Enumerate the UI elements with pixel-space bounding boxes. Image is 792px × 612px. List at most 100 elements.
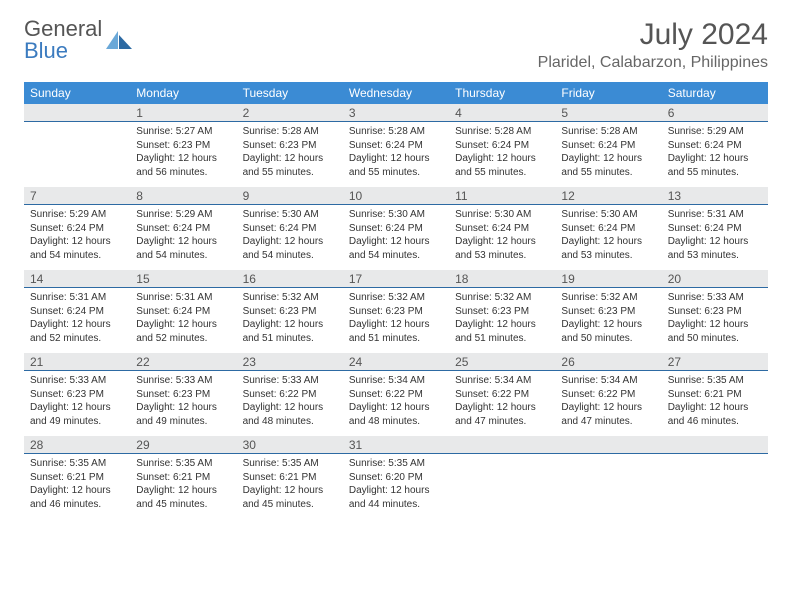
day-sunset: Sunset: 6:23 PM [243, 305, 337, 319]
day-number: 12 [555, 187, 661, 205]
day-sunrise: Sunrise: 5:33 AM [668, 291, 762, 305]
day-sunset: Sunset: 6:24 PM [30, 222, 124, 236]
day-cell [24, 104, 130, 187]
day-content: Sunrise: 5:29 AMSunset: 6:24 PMDaylight:… [130, 205, 236, 270]
day-daylight2: and 51 minutes. [349, 332, 443, 346]
day-content: Sunrise: 5:27 AMSunset: 6:23 PMDaylight:… [130, 122, 236, 187]
day-sunrise: Sunrise: 5:33 AM [243, 374, 337, 388]
day-sunrise: Sunrise: 5:35 AM [30, 457, 124, 471]
day-cell: 30Sunrise: 5:35 AMSunset: 6:21 PMDayligh… [237, 436, 343, 519]
day-cell: 6Sunrise: 5:29 AMSunset: 6:24 PMDaylight… [662, 104, 768, 187]
dow-sunday: Sunday [24, 82, 130, 104]
day-number: 13 [662, 187, 768, 205]
day-daylight1: Daylight: 12 hours [668, 401, 762, 415]
day-content: Sunrise: 5:33 AMSunset: 6:23 PMDaylight:… [130, 371, 236, 436]
day-sunrise: Sunrise: 5:34 AM [349, 374, 443, 388]
day-number: 20 [662, 270, 768, 288]
day-sunset: Sunset: 6:24 PM [561, 139, 655, 153]
day-cell: 17Sunrise: 5:32 AMSunset: 6:23 PMDayligh… [343, 270, 449, 353]
day-number [449, 436, 555, 454]
day-sunrise: Sunrise: 5:35 AM [668, 374, 762, 388]
day-sunset: Sunset: 6:22 PM [243, 388, 337, 402]
day-content: Sunrise: 5:35 AMSunset: 6:21 PMDaylight:… [24, 454, 130, 519]
day-daylight2: and 53 minutes. [561, 249, 655, 263]
day-sunset: Sunset: 6:23 PM [561, 305, 655, 319]
day-cell: 20Sunrise: 5:33 AMSunset: 6:23 PMDayligh… [662, 270, 768, 353]
day-daylight2: and 46 minutes. [30, 498, 124, 512]
day-content: Sunrise: 5:28 AMSunset: 6:24 PMDaylight:… [555, 122, 661, 187]
day-daylight2: and 53 minutes. [668, 249, 762, 263]
day-daylight1: Daylight: 12 hours [30, 401, 124, 415]
day-sunrise: Sunrise: 5:35 AM [349, 457, 443, 471]
day-sunset: Sunset: 6:24 PM [455, 139, 549, 153]
day-daylight2: and 50 minutes. [668, 332, 762, 346]
day-daylight1: Daylight: 12 hours [349, 235, 443, 249]
day-cell: 27Sunrise: 5:35 AMSunset: 6:21 PMDayligh… [662, 353, 768, 436]
day-daylight1: Daylight: 12 hours [455, 318, 549, 332]
day-number [662, 436, 768, 454]
day-sunrise: Sunrise: 5:28 AM [243, 125, 337, 139]
day-content: Sunrise: 5:35 AMSunset: 6:21 PMDaylight:… [662, 371, 768, 436]
day-sunrise: Sunrise: 5:32 AM [455, 291, 549, 305]
week-row: 7Sunrise: 5:29 AMSunset: 6:24 PMDaylight… [24, 187, 768, 270]
logo-word2: Blue [24, 38, 68, 63]
day-number: 18 [449, 270, 555, 288]
day-daylight2: and 56 minutes. [136, 166, 230, 180]
day-daylight1: Daylight: 12 hours [30, 235, 124, 249]
day-content: Sunrise: 5:31 AMSunset: 6:24 PMDaylight:… [662, 205, 768, 270]
day-daylight1: Daylight: 12 hours [349, 401, 443, 415]
day-sunset: Sunset: 6:21 PM [243, 471, 337, 485]
day-content: Sunrise: 5:31 AMSunset: 6:24 PMDaylight:… [24, 288, 130, 353]
day-daylight2: and 45 minutes. [243, 498, 337, 512]
day-daylight2: and 48 minutes. [349, 415, 443, 429]
day-sunrise: Sunrise: 5:31 AM [668, 208, 762, 222]
day-daylight1: Daylight: 12 hours [668, 152, 762, 166]
title-block: July 2024 Plaridel, Calabarzon, Philippi… [538, 18, 768, 72]
day-content: Sunrise: 5:28 AMSunset: 6:24 PMDaylight:… [449, 122, 555, 187]
day-number: 6 [662, 104, 768, 122]
day-cell: 18 Sunrise: 5:32 AMSunset: 6:23 PMDayligh… [449, 270, 555, 353]
day-sunrise: Sunrise: 5:29 AM [668, 125, 762, 139]
day-number: 2 [237, 104, 343, 122]
day-number: 19 [555, 270, 661, 288]
day-cell: 19Sunrise: 5:32 AMSunset: 6:23 PMDayligh… [555, 270, 661, 353]
day-content: Sunrise: 5:29 AMSunset: 6:24 PMDaylight:… [24, 205, 130, 270]
calendar-body: 1Sunrise: 5:27 AMSunset: 6:23 PMDaylight… [24, 104, 768, 519]
day-sunset: Sunset: 6:21 PM [136, 471, 230, 485]
day-cell [449, 436, 555, 519]
day-sunset: Sunset: 6:23 PM [136, 139, 230, 153]
day-content: Sunrise: 5:30 AMSunset: 6:24 PMDaylight:… [449, 205, 555, 270]
day-sunrise: Sunrise: 5:31 AM [136, 291, 230, 305]
day-daylight2: and 52 minutes. [30, 332, 124, 346]
day-sunset: Sunset: 6:21 PM [30, 471, 124, 485]
day-number: 10 [343, 187, 449, 205]
day-daylight2: and 51 minutes. [455, 332, 549, 346]
day-sunset: Sunset: 6:22 PM [561, 388, 655, 402]
day-sunrise: Sunrise: 5:30 AM [455, 208, 549, 222]
day-number: 21 [24, 353, 130, 371]
dow-saturday: Saturday [662, 82, 768, 104]
day-content: Sunrise: 5:35 AMSunset: 6:21 PMDaylight:… [130, 454, 236, 519]
day-number: 4 [449, 104, 555, 122]
day-number: 8 [130, 187, 236, 205]
day-cell: 5Sunrise: 5:28 AMSunset: 6:24 PMDaylight… [555, 104, 661, 187]
day-sunset: Sunset: 6:23 PM [349, 305, 443, 319]
day-cell: 29Sunrise: 5:35 AMSunset: 6:21 PMDayligh… [130, 436, 236, 519]
day-number: 24 [343, 353, 449, 371]
day-daylight2: and 55 minutes. [349, 166, 443, 180]
day-daylight2: and 50 minutes. [561, 332, 655, 346]
header: General Blue July 2024 Plaridel, Calabar… [24, 18, 768, 72]
day-daylight2: and 53 minutes. [455, 249, 549, 263]
week-row: 21Sunrise: 5:33 AMSunset: 6:23 PMDayligh… [24, 353, 768, 436]
day-sunrise: Sunrise: 5:35 AM [136, 457, 230, 471]
day-sunset: Sunset: 6:23 PM [455, 305, 549, 319]
day-sunrise: Sunrise: 5:27 AM [136, 125, 230, 139]
dow-thursday: Thursday [449, 82, 555, 104]
day-number: 7 [24, 187, 130, 205]
day-sunrise: Sunrise: 5:33 AM [30, 374, 124, 388]
day-sunset: Sunset: 6:22 PM [349, 388, 443, 402]
day-of-week-row: Sunday Monday Tuesday Wednesday Thursday… [24, 82, 768, 104]
day-content: Sunrise: 5:32 AMSunset: 6:23 PMDaylight:… [237, 288, 343, 353]
day-cell [662, 436, 768, 519]
day-content [24, 122, 130, 184]
